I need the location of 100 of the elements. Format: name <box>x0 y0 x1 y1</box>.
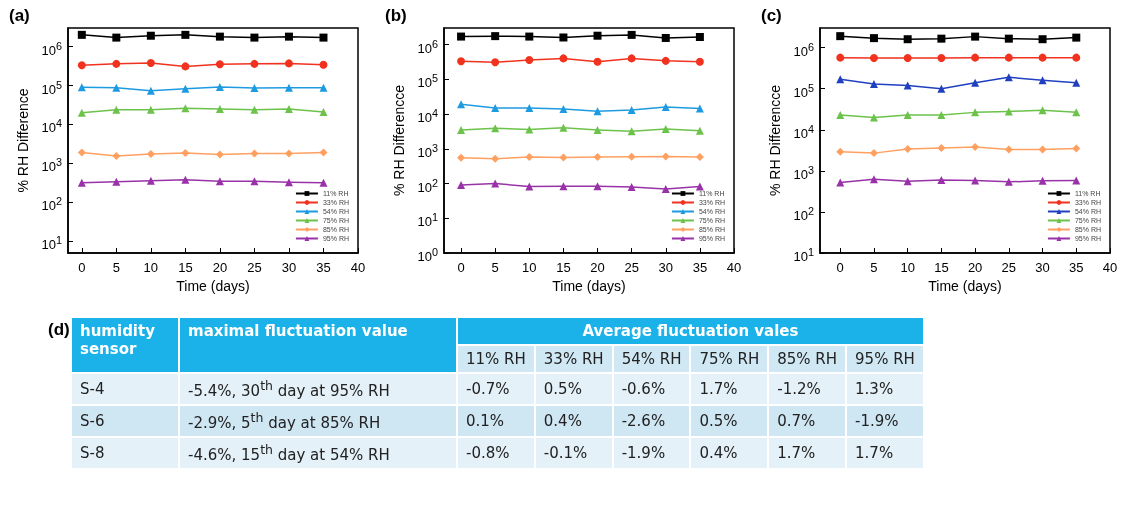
point <box>971 78 980 87</box>
text: (d) <box>48 320 70 340</box>
point <box>627 106 636 115</box>
point <box>525 153 534 162</box>
point <box>146 31 155 40</box>
text: -1.9% <box>855 412 899 430</box>
x-tick-label: 35 <box>1069 260 1084 275</box>
point <box>695 126 704 135</box>
text: 0.5% <box>543 380 582 398</box>
point <box>112 177 121 186</box>
y-tick-label: 10$^{5}$ <box>41 77 62 98</box>
y-tick-label: 10$^{5}$ <box>793 80 814 101</box>
point <box>836 147 845 156</box>
point <box>457 125 466 134</box>
text: -0.1% <box>543 444 588 462</box>
point <box>491 58 500 67</box>
point <box>1072 144 1081 153</box>
point <box>77 148 86 157</box>
x-tick-label: 15 <box>556 260 571 275</box>
point <box>319 60 328 69</box>
point <box>1038 76 1047 85</box>
point <box>869 34 878 43</box>
point <box>627 152 636 161</box>
point <box>457 153 466 162</box>
point <box>284 32 293 41</box>
point <box>525 32 534 41</box>
point <box>525 103 534 112</box>
point <box>937 175 946 184</box>
point <box>181 175 190 184</box>
point <box>319 33 328 42</box>
point <box>869 175 878 184</box>
x-tick-label: 30 <box>281 260 297 275</box>
point <box>77 178 86 187</box>
point <box>181 148 190 157</box>
point <box>971 176 980 185</box>
x-tick-label: 40 <box>726 260 742 275</box>
point <box>661 152 670 161</box>
text: -1.2% <box>777 380 821 398</box>
point <box>112 151 121 160</box>
point <box>284 59 293 68</box>
point <box>319 178 328 187</box>
text: Average fluctuation vales <box>458 318 923 344</box>
point <box>661 33 670 42</box>
point <box>1038 145 1047 154</box>
point <box>146 176 155 185</box>
point <box>284 149 293 158</box>
point <box>695 182 704 191</box>
x-tick-label: 40 <box>1102 260 1118 275</box>
y-tick-label: 10$^{3}$ <box>41 155 62 176</box>
point <box>250 177 259 186</box>
point <box>250 59 259 68</box>
x-axis-title: Time (days) <box>928 277 1002 294</box>
category-label: humidity sensor <box>72 318 178 372</box>
y-tick-label: 10$^{6}$ <box>417 36 438 57</box>
point <box>1004 145 1013 154</box>
y-tick-label: 10$^{4}$ <box>41 116 62 137</box>
chart-title: (a) <box>9 6 30 25</box>
point <box>937 143 946 152</box>
text: -2.6% <box>621 412 666 430</box>
point <box>1038 35 1047 44</box>
category-label: maximal fluctuation value <box>180 318 456 372</box>
chart-title: (b) <box>385 6 407 25</box>
x-tick-label: 15 <box>934 260 949 275</box>
y-tick-label: 10$^{1}$ <box>417 210 438 231</box>
point <box>559 104 568 113</box>
y-tick-label: 10$^{1}$ <box>41 233 62 254</box>
point <box>593 153 602 162</box>
point <box>903 110 912 119</box>
point <box>903 145 912 154</box>
point <box>215 150 224 159</box>
point <box>181 30 190 39</box>
point <box>593 125 602 134</box>
point <box>593 31 602 40</box>
x-tick-label: 0 <box>836 260 844 275</box>
text: -5.4%, 30$^{th}$ day at 95% RH <box>188 378 390 400</box>
y-axis-title: % RH Difference <box>15 88 31 193</box>
category-label: 11% RH <box>458 346 534 372</box>
text: 0.4% <box>543 412 582 430</box>
x-tick-label: 35 <box>316 260 331 275</box>
y-tick-label: 10$^{3}$ <box>793 162 814 184</box>
y-tick-label: 10$^{1}$ <box>793 245 814 266</box>
y-tick-label: 10$^{0}$ <box>417 245 438 266</box>
point <box>491 103 500 112</box>
point <box>627 182 636 191</box>
text: -0.7% <box>466 380 510 398</box>
point <box>457 181 466 190</box>
point <box>491 179 500 188</box>
point <box>1072 176 1081 185</box>
x-tick-label: 30 <box>658 260 673 275</box>
text: 0.4% <box>699 444 738 462</box>
point <box>319 83 328 92</box>
point <box>1072 33 1081 42</box>
x-tick-label: 5 <box>491 260 499 275</box>
x-tick-label: 5 <box>112 260 120 275</box>
point <box>146 58 155 67</box>
point <box>77 30 86 39</box>
category-label: 75% RH <box>691 346 768 372</box>
point <box>457 32 466 41</box>
text: -2.9%, 5$^{th}$ day at 85% RH <box>188 410 381 432</box>
point <box>1072 53 1081 62</box>
